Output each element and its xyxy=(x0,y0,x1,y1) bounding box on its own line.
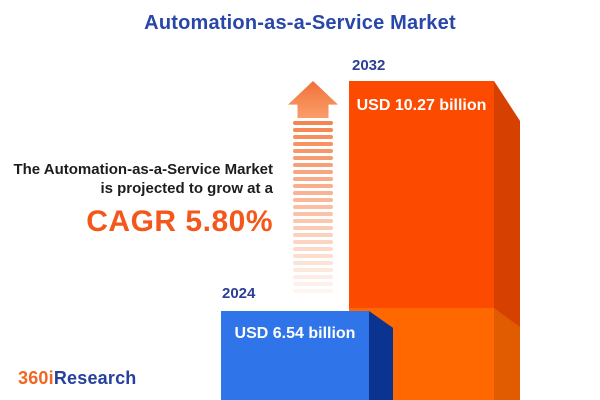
cagr-value: CAGR 5.80% xyxy=(86,205,273,238)
arrow-stripe xyxy=(293,156,333,160)
arrow-stripe xyxy=(293,198,333,202)
arrow-stripe xyxy=(293,219,333,223)
arrow-stripe xyxy=(293,184,333,188)
arrow-stripe xyxy=(293,240,333,244)
arrow-stripe xyxy=(293,212,333,216)
bar-2024-value-label: USD 6.54 billion xyxy=(234,325,356,342)
arrow-stripe xyxy=(293,177,333,181)
arrow-stripe xyxy=(293,205,333,209)
page-title: Automation-as-a-Service Market xyxy=(144,12,456,34)
arrow-stripe xyxy=(293,247,333,251)
arrow-stripe xyxy=(293,226,333,230)
brand-logo-suffix: Research xyxy=(53,368,137,388)
growth-annotation: The Automation-as-a-Service Market is pr… xyxy=(10,160,273,239)
arrow-stripe xyxy=(293,142,333,146)
growth-arrow-head-icon xyxy=(288,81,338,118)
growth-arrow-shaft xyxy=(293,121,333,296)
arrow-stripe xyxy=(293,191,333,195)
annotation-line-1: The Automation-as-a-Service Market xyxy=(13,161,273,178)
brand-logo-prefix: 360i xyxy=(18,368,54,388)
bar-2032-year-label: 2032 xyxy=(352,57,386,74)
arrow-stripe xyxy=(293,268,333,272)
bar-2024-side-face xyxy=(369,311,393,400)
arrow-stripe xyxy=(293,261,333,265)
arrow-stripe xyxy=(293,163,333,167)
arrow-stripe xyxy=(293,282,333,286)
bar-2032-value-label: USD 10.27 billion xyxy=(356,97,487,114)
arrow-stripe xyxy=(293,135,333,139)
annotation-line-2: is projected to grow at a xyxy=(100,180,273,197)
arrow-stripe xyxy=(293,254,333,258)
arrow-stripe xyxy=(293,233,333,237)
bar-2024-year-label: 2024 xyxy=(222,285,256,302)
bar-2024: USD 6.54 billion xyxy=(221,311,369,400)
arrow-stripe xyxy=(293,170,333,174)
arrow-stripe xyxy=(293,275,333,279)
arrow-stripe xyxy=(293,149,333,153)
arrow-stripe xyxy=(293,121,333,125)
arrow-stripe xyxy=(293,289,333,293)
arrow-stripe xyxy=(293,128,333,132)
brand-logo: 360iResearch xyxy=(18,368,137,389)
